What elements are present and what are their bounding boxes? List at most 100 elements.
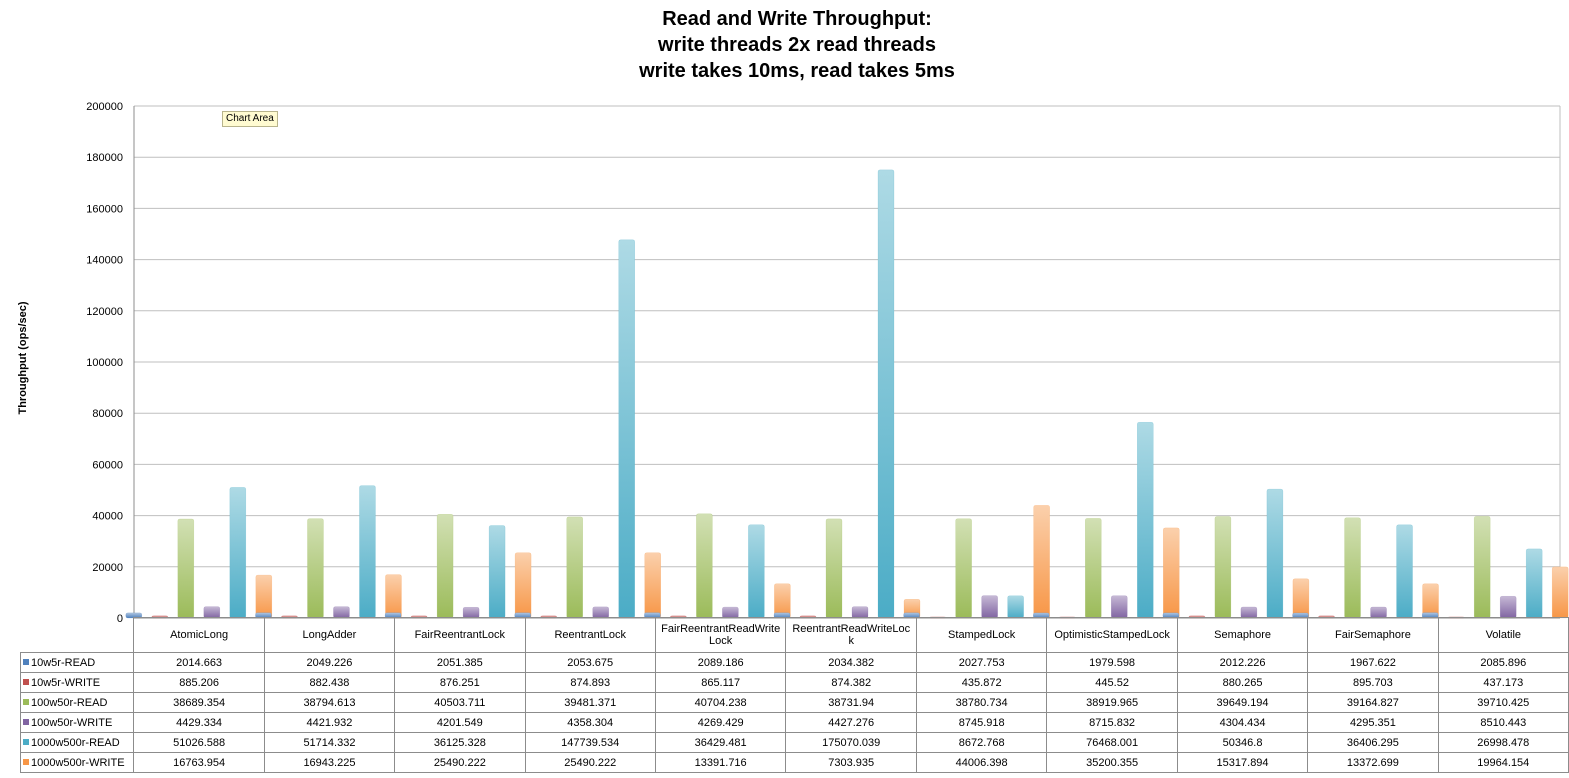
bar [748,524,765,619]
chart-title-line-2: write threads 2x read threads [658,34,936,56]
bar [1266,488,1284,619]
table-cell: 4295.351 [1307,712,1439,733]
table-cell: 51714.332 [263,732,396,753]
bar [1085,518,1102,619]
table-cell: 44006.398 [915,752,1048,773]
table-row: 100w50r-WRITE 4429.334 4421.932 4201.549 435… [19,712,1569,733]
bar [1396,524,1413,619]
table-cell: 2053.675 [524,652,656,673]
category-label: ReentrantReadWriteLoc k [785,617,917,653]
table-cell: 39481.371 [524,692,656,713]
table-cell: 26998.478 [1437,732,1569,753]
bar [436,514,454,619]
table-cell: 2049.226 [263,652,396,673]
category-label: ReentrantLock [524,617,656,653]
table-cell: 865.117 [654,672,787,693]
table-cell: 895.703 [1307,672,1439,693]
table-cell: 147739.534 [524,732,656,753]
bar [1033,505,1050,619]
bar [1137,421,1154,619]
data-table: AtomicLong LongAdder FairReentrantLock Reen… [19,617,1569,773]
category-label: FairReentrantReadWrite Lock [654,617,787,653]
category-label: Volatile [1437,617,1569,653]
table-cell: 13391.716 [654,752,787,773]
bar [981,595,998,619]
y-tick-label: 80000 [92,408,123,420]
bar [1163,527,1180,619]
table-cell: 36125.328 [394,732,526,753]
category-label: StampedLock [915,617,1048,653]
bar [644,552,661,619]
y-tick-label: 180000 [86,152,123,164]
legend-swatch [23,718,29,725]
table-cell: 4358.304 [524,712,656,733]
bar [177,518,195,619]
y-tick-label: 40000 [92,511,123,523]
y-tick-label: 120000 [86,306,123,318]
table-cell: 16943.225 [263,752,396,773]
table-cell: 38919.965 [1046,692,1178,713]
legend-swatch [23,658,29,665]
table-cell: 8672.768 [915,732,1048,753]
table-cell: 39710.425 [1437,692,1569,713]
series-legend-label: 10w5r-WRITE [19,672,135,693]
bar [514,552,532,619]
table-row: 10w5r-WRITE 885.206 882.438 876.251 874.893 8… [19,672,1569,693]
table-cell: 2034.382 [785,652,917,673]
table-cell: 4427.276 [785,712,917,733]
table-cell: 2014.663 [133,652,265,673]
legend-swatch [23,698,29,705]
y-tick-label: 140000 [86,255,123,267]
table-cell: 25490.222 [524,752,656,773]
table-cell: 38731.94 [785,692,917,713]
bar [359,485,376,619]
y-tick-label: 200000 [86,101,123,113]
table-cell: 35200.355 [1046,752,1178,773]
y-tick-label: 60000 [92,459,123,471]
category-label: LongAdder [263,617,396,653]
table-cell: 76468.001 [1046,732,1178,753]
series-legend-label: 1000w500r-READ [19,732,135,753]
series-legend-label: 1000w500r-WRITE [19,752,135,773]
y-tick-label: 160000 [86,203,123,215]
table-cell: 1967.622 [1307,652,1439,673]
table-cell: 4269.429 [654,712,787,733]
bar [255,574,273,619]
table-cell: 16763.954 [133,752,265,773]
bar [1007,595,1024,619]
table-row: 1000w500r-WRITE 16763.954 16943.225 25490.2… [19,752,1569,773]
chart-title-line-3: write takes 10ms, read takes 5ms [639,60,955,82]
chart-title-line-1: Read and Write Throughput: [662,8,932,30]
table-cell: 882.438 [263,672,396,693]
bar [955,518,972,619]
table-cell: 38794.613 [263,692,396,713]
series-legend-label: 100w50r-READ [19,692,135,713]
table-cell: 885.206 [133,672,265,693]
table-row: 1000w500r-READ 51026.588 51714.332 36125.32… [19,732,1569,753]
bar [1473,516,1491,619]
bar [566,516,583,619]
table-cell: 2089.186 [654,652,787,673]
table-cell: 2085.896 [1437,652,1569,673]
table-cell: 15317.894 [1176,752,1309,773]
table-cell: 4421.932 [263,712,396,733]
bar [385,574,402,619]
series-legend-label: 10w5r-READ [19,652,135,673]
bar [696,513,713,619]
legend-swatch [23,758,29,765]
table-cell: 4429.334 [133,712,265,733]
table-cell: 39649.194 [1176,692,1309,713]
table-cell: 19964.154 [1437,752,1569,773]
category-label: Semaphore [1176,617,1309,653]
table-cell: 50346.8 [1176,732,1309,753]
table-cell: 445.52 [1046,672,1178,693]
table-row: 10w5r-READ 2014.663 2049.226 2051.385 2053.6… [19,652,1569,673]
bar [229,487,247,619]
table-cell: 2051.385 [394,652,526,673]
bar [1551,566,1569,619]
table-cell: 36429.481 [654,732,787,753]
category-label: FairReentrantLock [394,617,526,653]
table-cell: 435.872 [915,672,1048,693]
table-cell: 4304.434 [1176,712,1309,733]
table-cell: 874.382 [785,672,917,693]
